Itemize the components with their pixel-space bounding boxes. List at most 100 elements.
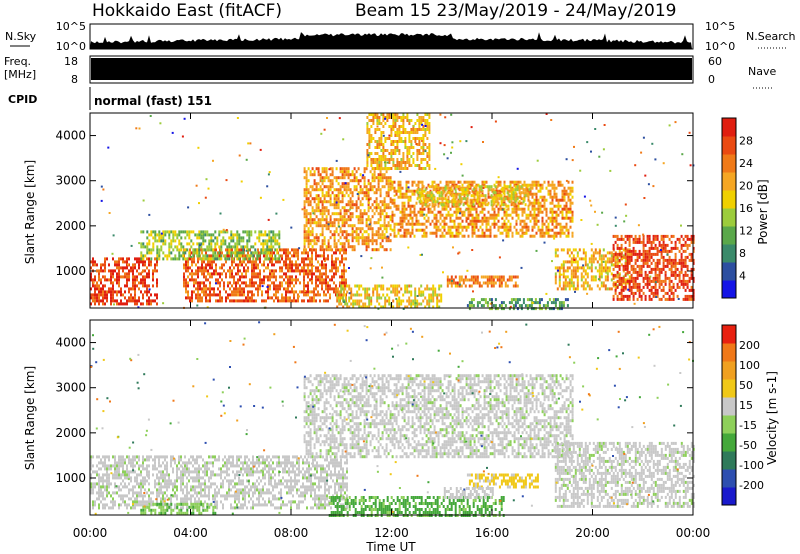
heatmap-cell xyxy=(199,287,201,291)
heatmap-cell xyxy=(493,222,496,226)
heatmap-cell xyxy=(243,290,245,294)
heatmap-cell xyxy=(507,225,510,229)
heatmap-cell xyxy=(559,225,562,229)
heatmap-cell xyxy=(459,231,462,235)
heatmap-cell xyxy=(562,260,565,264)
heatmap-cell xyxy=(321,278,323,282)
heatmap-cell xyxy=(555,210,558,214)
heatmap-cell xyxy=(664,246,667,250)
heatmap-cell xyxy=(152,284,154,288)
heatmap-cell xyxy=(527,204,530,208)
heatmap-cell xyxy=(452,278,455,282)
heatmap-cell xyxy=(275,293,277,297)
heatmap-cell xyxy=(440,293,443,297)
heatmap-cell xyxy=(460,284,463,288)
heatmap-cell xyxy=(425,225,428,229)
heatmap-cell xyxy=(562,281,565,285)
heatmap-cell xyxy=(584,272,587,276)
heatmap-cell xyxy=(303,287,305,291)
heatmap-cell xyxy=(112,281,114,285)
heatmap-cell xyxy=(317,173,320,177)
heatmap-cell xyxy=(323,167,326,171)
heatmap-cell xyxy=(470,304,473,308)
heatmap-cell xyxy=(118,269,120,273)
heatmap-cell xyxy=(606,287,609,291)
heatmap-cell xyxy=(407,228,410,232)
heatmap-cell xyxy=(563,189,566,193)
heatmap-cell xyxy=(339,185,342,189)
heatmap-cell xyxy=(553,219,556,223)
heatmap-cell xyxy=(642,264,645,268)
heatmap-cell xyxy=(372,290,375,294)
heatmap-cell xyxy=(321,224,324,228)
heatmap-cell xyxy=(630,291,633,295)
heatmap-cell xyxy=(246,233,249,237)
heatmap-cell xyxy=(359,179,362,183)
heatmap-cell xyxy=(569,204,572,208)
heatmap-cell xyxy=(534,298,537,302)
heatmap-cell xyxy=(94,260,96,264)
heatmap-cell xyxy=(543,207,546,211)
heatmap-cell xyxy=(158,254,161,258)
heatmap-cell xyxy=(562,263,565,267)
heatmap-cell xyxy=(690,276,693,280)
heatmap-cell xyxy=(331,212,334,216)
heatmap-cell xyxy=(539,201,542,205)
heatmap-cell xyxy=(400,299,403,303)
heatmap-cell xyxy=(517,180,520,184)
heatmap-cell xyxy=(610,260,613,264)
heatmap-cell xyxy=(464,275,467,279)
heatmap-cell xyxy=(660,234,663,238)
heatmap-cell xyxy=(347,203,350,207)
heatmap-cell xyxy=(201,269,203,273)
heatmap-cell xyxy=(471,222,474,226)
heatmap-cell xyxy=(364,293,367,297)
heatmap-cell xyxy=(561,228,564,232)
heatmap-cell xyxy=(368,152,371,155)
heatmap-cell xyxy=(263,254,265,258)
heatmap-cell xyxy=(440,299,443,303)
heatmap-cell xyxy=(425,231,428,235)
heatmap-cell xyxy=(370,299,373,303)
heatmap-cell xyxy=(398,149,401,152)
heatmap-cell xyxy=(124,272,126,276)
heatmap-cell xyxy=(194,233,197,237)
heatmap-cell xyxy=(230,230,233,234)
heatmap-cell xyxy=(239,290,241,294)
heatmap-cell xyxy=(325,173,328,177)
heatmap-cell xyxy=(329,179,332,183)
heatmap-cell xyxy=(118,260,120,264)
heatmap-cell xyxy=(535,198,538,202)
heatmap-cell xyxy=(600,275,603,279)
heatmap-cell xyxy=(307,233,310,237)
heatmap-cell xyxy=(134,290,136,294)
heatmap-cell xyxy=(396,146,399,149)
heatmap-cell xyxy=(114,290,116,294)
heatmap-cell xyxy=(533,201,536,205)
heatmap-cell xyxy=(307,167,310,171)
heatmap-cell xyxy=(234,251,237,255)
heatmap-cell xyxy=(321,242,324,246)
heatmap-cell xyxy=(100,263,102,267)
heatmap-cell xyxy=(674,270,677,274)
heatmap-cell xyxy=(512,284,515,288)
heatmap-cell xyxy=(347,167,350,171)
heatmap-cell xyxy=(218,257,221,261)
heatmap-cell xyxy=(505,231,508,235)
heatmap-cell xyxy=(616,260,619,264)
heatmap-cell xyxy=(549,201,552,205)
heatmap-cell xyxy=(248,254,251,258)
heatmap-cell xyxy=(114,263,116,267)
heatmap-cell xyxy=(343,266,345,270)
heatmap-cell xyxy=(377,203,380,207)
heatmap-cell xyxy=(388,125,391,128)
heatmap-cell xyxy=(120,302,122,306)
heatmap-cell xyxy=(411,204,414,208)
heatmap-cell xyxy=(158,230,161,234)
heatmap-cell xyxy=(439,234,442,238)
heatmap-cell xyxy=(380,155,383,158)
heatmap-cell xyxy=(407,189,410,193)
heatmap-cell xyxy=(566,275,569,279)
heatmap-cell xyxy=(323,251,325,255)
heatmap-cell xyxy=(660,243,663,247)
